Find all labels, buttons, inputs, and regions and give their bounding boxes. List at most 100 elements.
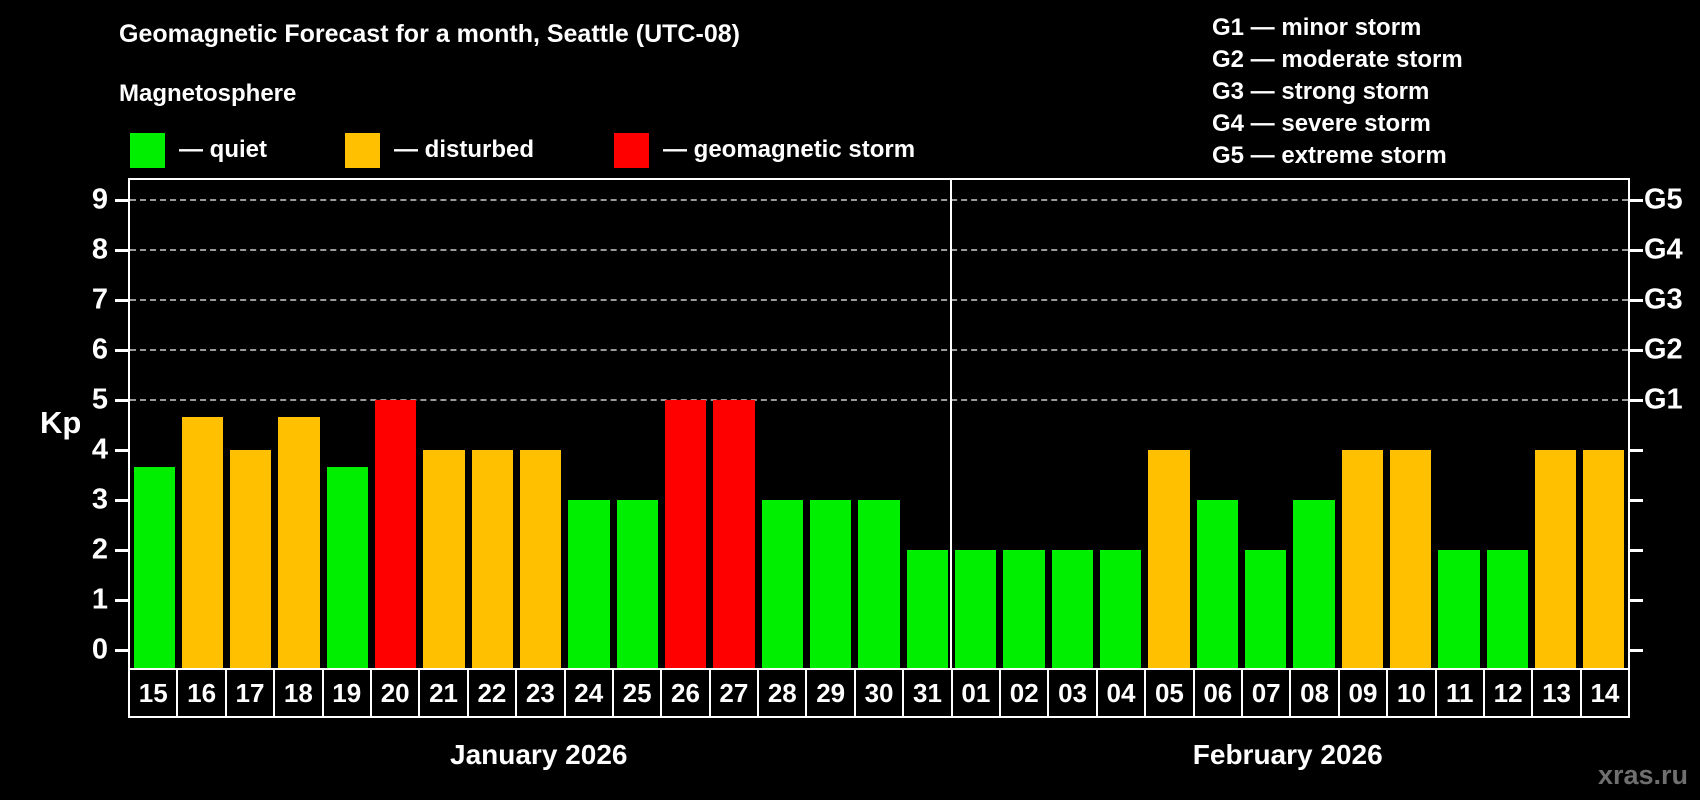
y-axis-title: Kp: [40, 405, 82, 440]
plot-area: 0 1 2 3 4 5 6 7 8 9 G1 G2 G3 G4 G5: [92, 178, 1683, 670]
day-label-31: 31: [902, 668, 953, 718]
kp-bar-day-23: [520, 450, 562, 670]
kp-bar-day-10: [1389, 450, 1432, 670]
y-axis-tick: [115, 598, 128, 602]
g-axis-label: G2: [1644, 333, 1683, 366]
kp-bar-day-29: [810, 500, 852, 670]
kp-bar-day-17: [230, 450, 272, 670]
kp-bar-day-02: [1003, 550, 1045, 670]
y-axis-tick: [1630, 498, 1643, 502]
day-label-23: 23: [515, 668, 566, 718]
legend-label: — geomagnetic storm: [663, 136, 916, 163]
day-label-19: 19: [321, 668, 372, 718]
y-axis-tick: [115, 348, 128, 352]
y-axis-tick: [1630, 548, 1643, 552]
kp-bar-day-16: [181, 416, 224, 670]
day-label-24: 24: [563, 668, 614, 718]
y-axis-tick: [115, 198, 128, 202]
y-axis-tick: [1630, 248, 1643, 252]
day-label-26: 26: [660, 668, 711, 718]
legend-item-storm: — geomagnetic storm: [614, 132, 915, 168]
gridline-5: [130, 399, 1628, 401]
day-label-01: 01: [950, 668, 1002, 718]
day-label-30: 30: [853, 668, 905, 718]
g-scale-legend: G1 — minor storm G2 — moderate storm G3 — …: [1212, 12, 1463, 172]
kp-bar-day-11: [1438, 550, 1480, 670]
day-label-21: 21: [418, 668, 469, 718]
y-axis-label: 6: [91, 333, 108, 366]
day-label-16: 16: [176, 668, 227, 718]
day-label-05: 05: [1144, 668, 1195, 718]
y-axis-label: 1: [91, 583, 108, 616]
day-label-20: 20: [369, 668, 421, 718]
g-legend-line: G3 — strong storm: [1212, 78, 1430, 105]
kp-bar-day-24: [568, 500, 610, 670]
kp-bar-day-04: [1099, 550, 1142, 670]
day-label-13: 13: [1531, 668, 1582, 718]
y-axis-tick: [1630, 348, 1643, 352]
y-axis-label: 8: [91, 233, 108, 266]
g-legend-line: G5 — extreme storm: [1212, 142, 1447, 169]
kp-bar-day-21: [423, 450, 465, 670]
kp-bar-day-13: [1534, 450, 1577, 670]
y-axis-tick: [1630, 398, 1643, 402]
kp-bar-day-27: [713, 400, 755, 670]
day-label-27: 27: [708, 668, 760, 718]
day-label-28: 28: [757, 668, 808, 718]
gridline-9: [130, 199, 1628, 201]
day-label-06: 06: [1192, 668, 1243, 718]
storm-color-swatch-icon: [614, 132, 649, 168]
month-label: February 2026: [1192, 739, 1383, 770]
day-label-22: 22: [466, 668, 518, 718]
quiet-color-swatch-icon: [130, 132, 165, 168]
y-axis-tick: [1630, 448, 1643, 452]
g-axis-label: G4: [1644, 233, 1683, 266]
gridline-7: [130, 299, 1628, 301]
g-legend-line: G1 — minor storm: [1212, 14, 1422, 41]
kp-bar-day-05: [1148, 450, 1190, 670]
gridline-6: [130, 349, 1628, 351]
day-label-14: 14: [1579, 668, 1631, 718]
watermark: xras.ru: [1597, 760, 1688, 790]
kp-bar-day-30: [858, 500, 900, 670]
day-label-25: 25: [611, 668, 663, 718]
kp-bar-day-09: [1341, 450, 1383, 670]
y-axis-tick: [1630, 648, 1643, 652]
month-separator-line: [950, 180, 953, 670]
legend-item-disturbed: — disturbed: [345, 132, 534, 168]
kp-bar-day-28: [761, 500, 803, 670]
day-label-07: 07: [1240, 668, 1292, 718]
kp-bar-day-22: [471, 450, 514, 670]
y-axis-label: 0: [91, 633, 108, 666]
legend-label: — quiet: [179, 136, 267, 163]
y-axis-label: 2: [91, 533, 108, 566]
y-axis-tick: [115, 548, 128, 552]
g-axis-label: G1: [1644, 383, 1683, 416]
kp-bar-day-14: [1583, 450, 1625, 670]
kp-bar-day-20: [375, 400, 417, 670]
x-axis-day-row: 15 16 17 18 19 20 21 22 23 24 25 26 27 28 29 30 31 01 02 03…: [128, 668, 1631, 718]
kp-bar-day-03: [1051, 550, 1093, 670]
g-legend-line: G4 — severe storm: [1212, 110, 1431, 137]
day-label-09: 09: [1337, 668, 1389, 718]
disturbed-color-swatch-icon: [345, 132, 380, 168]
day-label-29: 29: [805, 668, 856, 718]
day-label-02: 02: [999, 668, 1050, 718]
y-axis-label: 4: [91, 433, 108, 466]
day-label-04: 04: [1095, 668, 1147, 718]
kp-bar-day-26: [665, 400, 707, 670]
kp-bar-day-07: [1244, 550, 1287, 670]
kp-bar-day-01: [954, 550, 997, 670]
page-title: Geomagnetic Forecast for a month, Seattl…: [119, 20, 740, 48]
kp-bar-day-15: [133, 466, 175, 670]
kp-bar-day-25: [616, 500, 659, 670]
kp-bar-day-31: [906, 550, 948, 670]
y-axis-tick: [1630, 598, 1643, 602]
g-legend-line: G2 — moderate storm: [1212, 46, 1463, 73]
y-axis-label: 9: [91, 183, 108, 216]
month-label: January 2026: [450, 739, 628, 770]
y-axis-tick: [115, 248, 128, 252]
legend-label: — disturbed: [394, 136, 535, 163]
y-axis-tick: [115, 448, 128, 452]
